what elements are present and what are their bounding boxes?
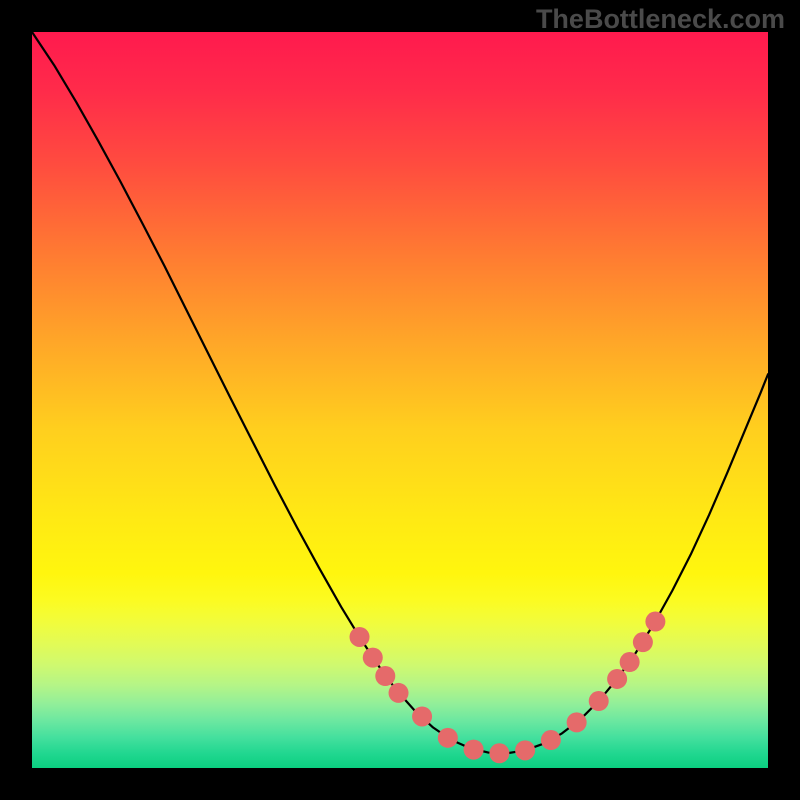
scatter-point — [607, 669, 627, 689]
scatter-point — [620, 652, 640, 672]
scatter-point — [350, 627, 370, 647]
scatter-point — [645, 612, 665, 632]
scatter-markers — [350, 612, 666, 764]
plot-area — [32, 32, 768, 768]
bottleneck-curve — [32, 32, 768, 753]
scatter-point — [389, 683, 409, 703]
scatter-point — [489, 743, 509, 763]
scatter-point — [515, 740, 535, 760]
scatter-point — [589, 691, 609, 711]
scatter-point — [375, 666, 395, 686]
scatter-point — [567, 712, 587, 732]
watermark-text: TheBottleneck.com — [536, 4, 785, 35]
curve-layer — [32, 32, 768, 768]
scatter-point — [464, 740, 484, 760]
chart-frame: TheBottleneck.com — [0, 0, 800, 800]
scatter-point — [633, 632, 653, 652]
scatter-point — [541, 730, 561, 750]
scatter-point — [412, 706, 432, 726]
scatter-point — [363, 648, 383, 668]
scatter-point — [438, 728, 458, 748]
